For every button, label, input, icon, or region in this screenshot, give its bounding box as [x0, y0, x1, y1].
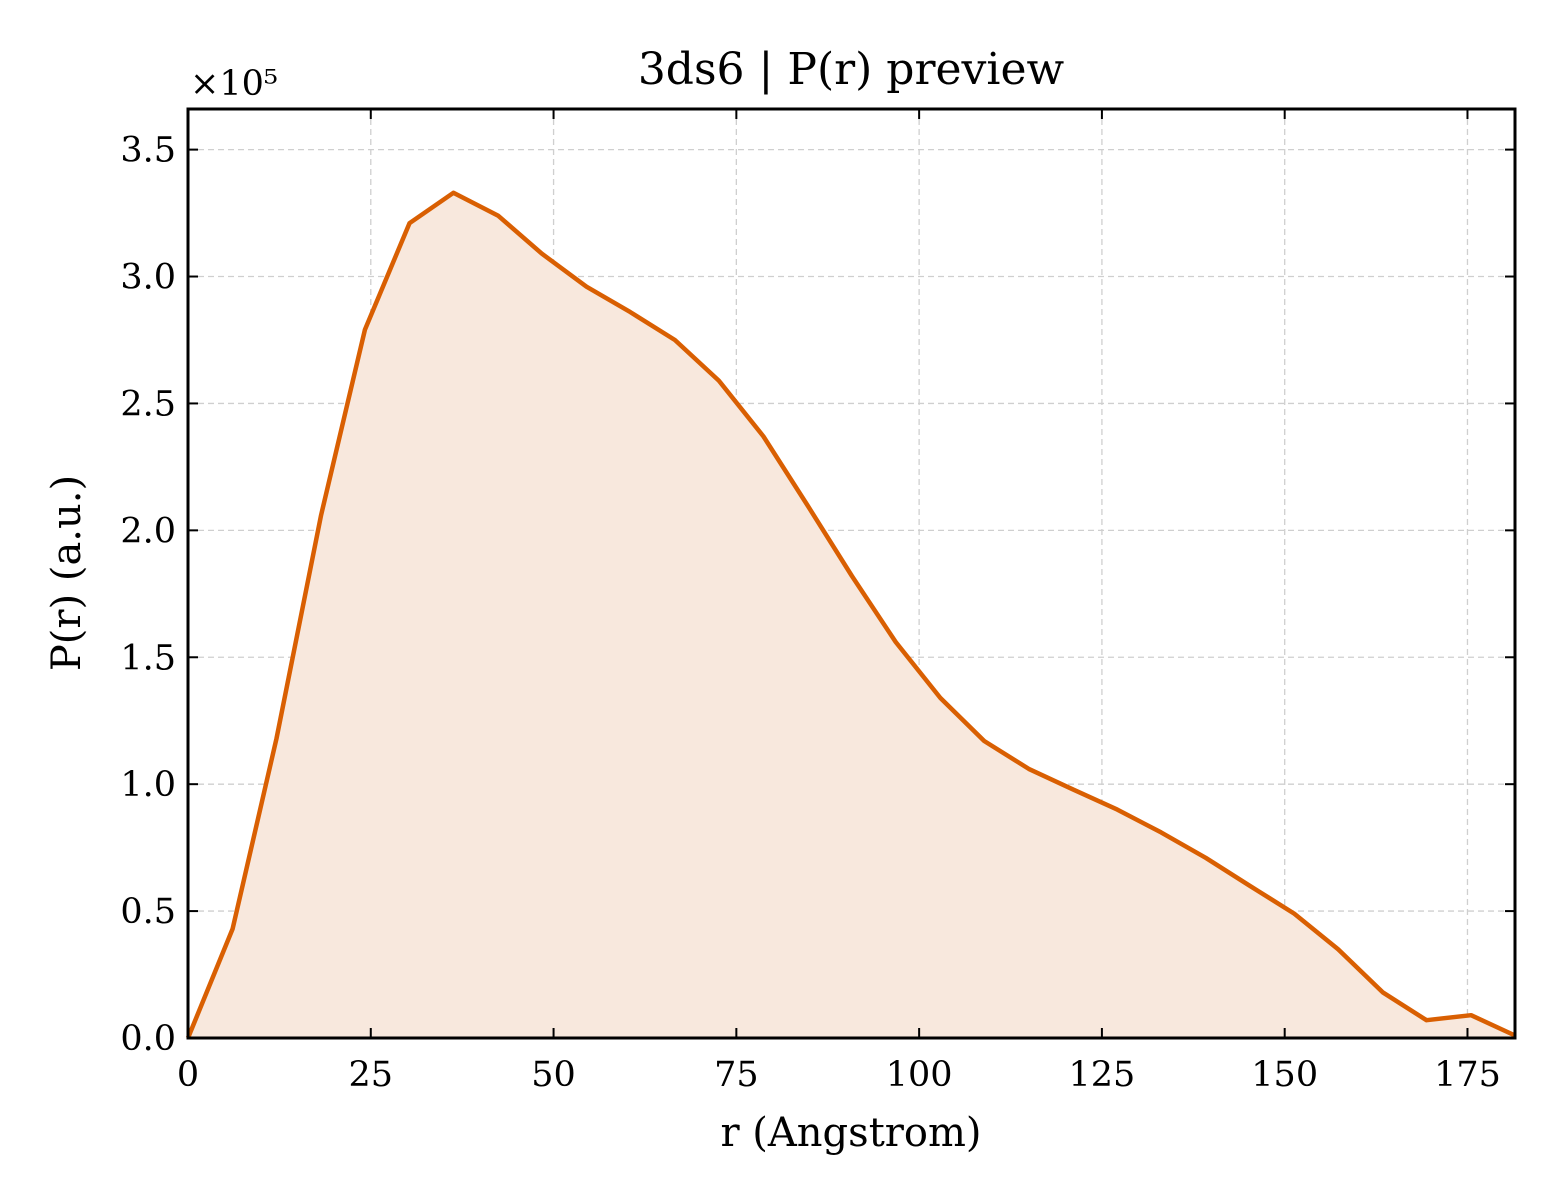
tick-marks — [187, 109, 1515, 1039]
x-tick-label: 75 — [714, 1055, 759, 1095]
x-tick-labels: 0 25 50 75 100 125 150 175 — [177, 1055, 1501, 1095]
series-line — [185, 190, 1516, 1039]
y-axis-label: P(r) (a.u.) — [44, 475, 90, 671]
y-tick-label: 0.0 — [120, 1019, 176, 1059]
series-area-fill — [188, 192, 1515, 1039]
y-tick-label: 3.0 — [120, 258, 176, 298]
x-tick-label: 175 — [1434, 1055, 1501, 1095]
plot-frame — [186, 107, 1517, 1040]
x-tick-label: 25 — [349, 1055, 394, 1095]
y-tick-label: 1.5 — [120, 638, 176, 678]
x-tick-label: 125 — [1069, 1055, 1136, 1095]
y-tick-label: 2.0 — [120, 511, 176, 551]
y-tick-labels: 0.0 0.5 1.0 1.5 2.0 2.5 3.0 3.5 — [120, 131, 176, 1059]
x-tick-label: 100 — [886, 1055, 953, 1095]
y-tick-label: 2.5 — [120, 384, 176, 424]
x-tick-label: 0 — [177, 1055, 199, 1095]
y-tick-label: 1.0 — [120, 765, 176, 805]
x-tick-label: 50 — [531, 1055, 576, 1095]
y-scale-multiplier: ×10⁵ — [190, 64, 278, 104]
x-axis-label: r (Angstrom) — [720, 1110, 981, 1156]
y-tick-label: 0.5 — [120, 892, 176, 932]
chart-title: 3ds6 | P(r) preview — [638, 44, 1065, 95]
x-tick-label: 150 — [1251, 1055, 1318, 1095]
y-tick-label: 3.5 — [120, 131, 176, 171]
